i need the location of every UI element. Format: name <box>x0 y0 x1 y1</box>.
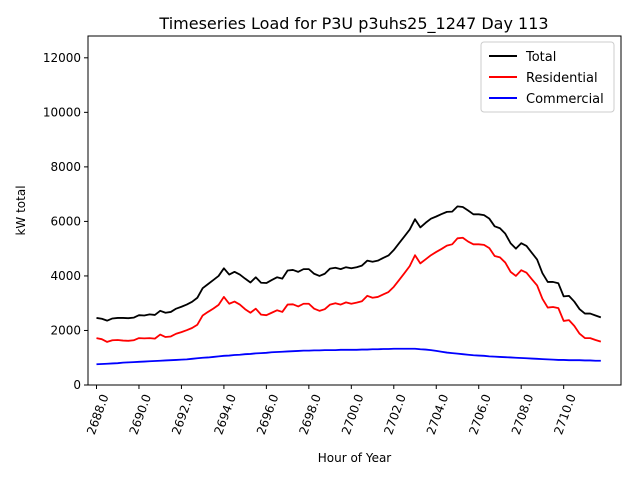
x-tick-label: 2702.0 <box>381 392 409 436</box>
x-tick-label: 2690.0 <box>127 392 155 436</box>
legend-box <box>480 41 615 113</box>
series-line-commercial <box>96 347 601 366</box>
x-tick-label: 2708.0 <box>509 392 537 436</box>
y-tick-label: 10000 <box>43 105 81 119</box>
legend-label-total: Total <box>525 50 556 65</box>
series-line-total <box>96 205 602 322</box>
y-tick-label: 8000 <box>50 160 81 174</box>
x-tick-label: 2704.0 <box>424 392 452 436</box>
y-tick-label: 2000 <box>50 323 81 337</box>
series-layer <box>96 205 602 366</box>
x-tick-label: 2688.0 <box>84 392 112 436</box>
x-tick-label: 2694.0 <box>211 392 239 436</box>
legend-label-residential: Residential <box>526 71 598 86</box>
y-tick-label: 4000 <box>50 269 81 283</box>
series-line-residential <box>96 236 602 343</box>
x-tick-label: 2692.0 <box>169 392 197 436</box>
x-tick-label: 2710.0 <box>551 392 579 436</box>
x-tick-label: 2700.0 <box>339 392 367 436</box>
plot-frame <box>87 35 622 386</box>
legend: Total Residential Commercial <box>480 41 615 113</box>
y-tick-label: 0 <box>73 378 81 392</box>
y-axis-label: kW total <box>14 185 28 235</box>
y-tick-label: 6000 <box>50 214 81 228</box>
x-tick-label: 2698.0 <box>296 392 324 436</box>
chart-title: Timeseries Load for P3U p3uhs25_1247 Day… <box>158 14 548 34</box>
legend-label-commercial: Commercial <box>526 92 604 107</box>
x-tick-label: 2706.0 <box>466 392 494 436</box>
y-tick-label: 12000 <box>43 51 81 65</box>
x-tick-label: 2696.0 <box>254 392 282 436</box>
x-axis-label: Hour of Year <box>318 451 392 465</box>
